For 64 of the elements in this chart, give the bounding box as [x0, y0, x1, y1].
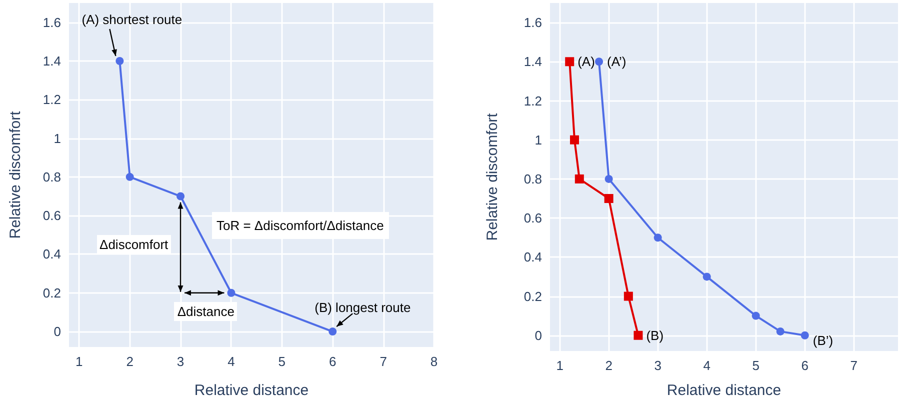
point	[624, 292, 633, 301]
x-axis-title: Relative distance	[194, 382, 309, 399]
y-tick-label: 1	[534, 132, 542, 148]
point	[604, 194, 614, 204]
y-tick-label: 0.8	[42, 169, 61, 184]
y-tick-label: 0.4	[42, 246, 61, 262]
x-tick-label: 3	[654, 358, 662, 373]
point	[227, 288, 236, 297]
point	[126, 172, 134, 181]
annotation: ToR = Δdiscomfort/Δdistance	[212, 212, 389, 238]
x-tick-label: 6	[801, 358, 808, 373]
y-tick-label: 0.6	[42, 208, 61, 224]
x-tick-label: 2	[605, 358, 612, 373]
annotation: Δdiscomfort	[96, 235, 172, 254]
point	[574, 174, 584, 184]
point	[328, 328, 337, 336]
y-tick-label: 1.6	[524, 15, 542, 30]
annotation: (B) longest route	[314, 300, 411, 316]
y-tick-label: 0.2	[524, 288, 542, 304]
y-tick-label: 0	[534, 328, 542, 343]
point	[176, 192, 185, 200]
y-tick-label: 1.2	[524, 93, 542, 108]
y-axis-title: Relative discomfort	[7, 110, 24, 239]
x-tick-label: 8	[430, 354, 438, 369]
point	[654, 234, 662, 242]
annotation: (B’)	[812, 332, 834, 348]
x-tick-label: 3	[176, 354, 184, 369]
point	[800, 331, 809, 340]
y-axis-title: Relative discomfort	[484, 112, 501, 241]
y-tick-label: 0.6	[524, 210, 542, 226]
x-tick-label: 2	[126, 354, 134, 369]
y-tick-label: 1.6	[42, 14, 61, 30]
y-tick-label: 0	[54, 324, 61, 340]
point	[752, 312, 760, 320]
point	[570, 135, 580, 144]
x-tick-label: 7	[850, 358, 858, 373]
y-tick-label: 0.2	[42, 285, 61, 300]
y-tick-label: 1.4	[524, 54, 542, 70]
x-axis-title: Relative distance	[666, 382, 782, 399]
point	[702, 272, 711, 281]
point	[634, 330, 643, 340]
y-tick-label: 1.4	[42, 53, 61, 68]
annotation: (A)	[578, 54, 595, 70]
x-tick-label: 7	[380, 354, 387, 369]
point	[565, 57, 574, 66]
x-tick-label: 5	[752, 358, 760, 373]
y-tick-label: 1.2	[42, 92, 61, 108]
x-tick-label: 4	[703, 358, 710, 373]
annotation: (B)	[646, 328, 664, 343]
point	[595, 58, 604, 66]
x-tick-label: 1	[556, 358, 564, 373]
x-tick-label: 1	[76, 354, 83, 369]
annotation: Δdistance	[174, 302, 238, 321]
point	[116, 56, 124, 65]
annotation: (A’)	[607, 54, 626, 70]
point	[604, 174, 613, 183]
x-tick-label: 5	[278, 354, 286, 369]
annotation: (A) shortest route	[82, 12, 182, 28]
point	[776, 327, 784, 336]
y-tick-label: 0.4	[524, 250, 542, 265]
x-tick-label: 6	[328, 354, 336, 369]
y-tick-label: 1	[54, 130, 61, 146]
x-tick-label: 4	[228, 354, 235, 369]
y-tick-label: 0.8	[524, 171, 542, 186]
